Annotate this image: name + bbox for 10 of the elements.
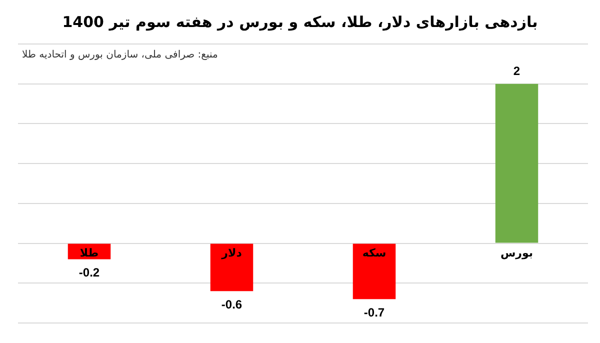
x-tick-label: سکه [362,246,386,260]
data-label: -0.7 [364,305,385,320]
chart-title: بازدهی بازارهای دلار، طلا، سکه و بورس در هفته سوم تیر 1400 [62,12,538,31]
data-label: 2 [513,64,520,78]
data-label: -0.2 [78,266,100,280]
x-tick-label: دلار [220,246,242,260]
annotation: منبع: صرافی ملی، سازمان بورس و اتحادیه طلا [22,50,218,61]
x-tick-label: بورس [500,246,534,260]
x-tick-label: طلا [80,246,99,260]
data-label: -0.6 [221,297,242,312]
